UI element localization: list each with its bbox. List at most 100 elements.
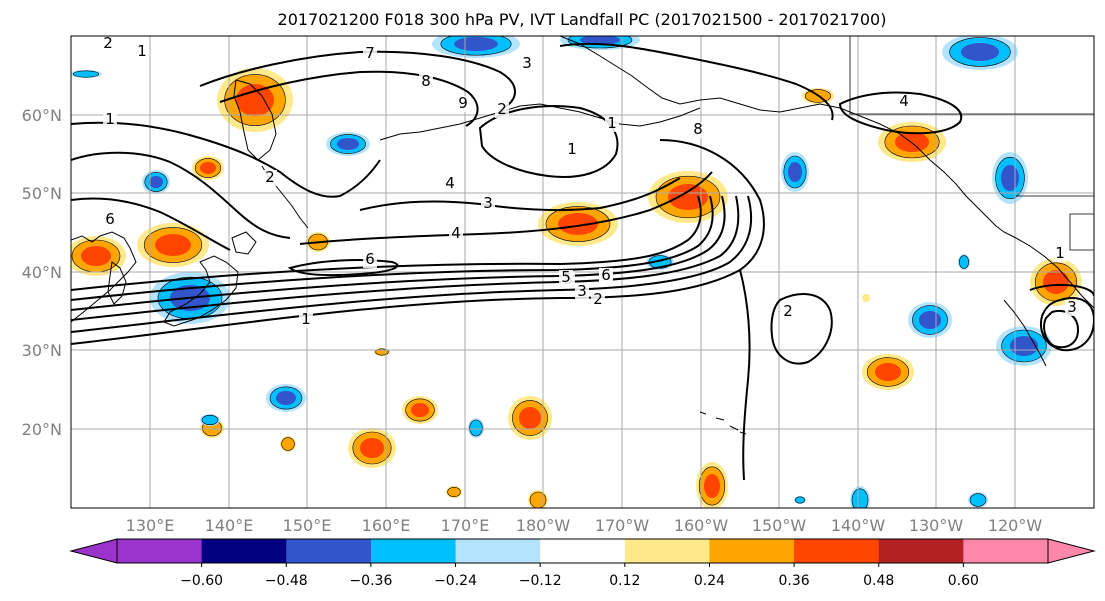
contour-label-bg [443, 176, 457, 192]
contour-label: 2 [265, 168, 275, 186]
contour-label-bg [481, 196, 495, 212]
anomaly-shade-level [919, 311, 941, 329]
colorbar [69, 538, 1096, 564]
anomaly-shade-level [276, 391, 296, 405]
anomaly-shade-level [411, 403, 429, 417]
colorbar-tick-label: 0.36 [779, 573, 810, 589]
colorbar-segment [201, 539, 287, 563]
positive-anomaly-region [696, 462, 728, 508]
anomaly-shade-level [360, 438, 384, 458]
lat-tick-label: 60°N [22, 106, 62, 125]
pv-contour-6-closed [287, 259, 399, 277]
anomaly-shade-level [155, 234, 191, 256]
negative-anomaly-region [958, 254, 970, 270]
colorbar-tick-label: −0.24 [434, 573, 477, 589]
contour-label-bg [103, 112, 117, 128]
contour-label-bg [495, 102, 509, 118]
lon-tick-label: 180°W [516, 516, 571, 535]
lon-tick-label: 170°W [595, 516, 650, 535]
pv-contour-4-ridge [299, 171, 713, 245]
contour-label-bg [605, 116, 619, 132]
lon-tick-label: 140°W [831, 516, 886, 535]
alaska-coastline [559, 36, 1094, 309]
negative-anomaly-region [908, 302, 952, 338]
pv-contour-nw-wave [71, 151, 291, 239]
anomaly-shade-level [447, 486, 461, 498]
coastlines [71, 36, 1094, 435]
contour-label-bg [575, 284, 589, 300]
contour-label: 1 [1055, 244, 1065, 262]
contour-label-bg [101, 36, 115, 52]
lon-tick-label: 130°W [909, 516, 964, 535]
lon-tick-label: 170°E [441, 516, 490, 535]
pv-contour-2 [71, 195, 753, 333]
contour-label: 1 [567, 140, 577, 158]
anomaly-shade-level [281, 437, 295, 451]
pv-contour-nw-wave-2 [71, 197, 231, 251]
contour-label: 1 [301, 310, 311, 328]
colorbar-outline [116, 538, 1049, 564]
lon-tick-label: 140°E [205, 516, 254, 535]
pv-contour-6 [71, 195, 702, 291]
negative-anomaly-region [142, 170, 170, 194]
lat-tick-label: 20°N [22, 420, 62, 439]
aleutian-islands [379, 103, 701, 141]
positive-anomaly-region [402, 396, 438, 424]
pv-contour-1-south [71, 139, 765, 345]
positive-anomaly-region [192, 156, 224, 180]
pv-contour-1-north [71, 121, 381, 198]
korea-coastline [107, 261, 127, 305]
colorbar-min-extend [69, 538, 118, 564]
negative-anomaly-region [850, 486, 870, 508]
anomaly-shade-level [875, 363, 901, 381]
contour-label-bg [1065, 300, 1079, 316]
map-panel: 2178935681121643465326241231 [71, 36, 1094, 508]
contour-label-bg [565, 142, 579, 158]
anomaly-shade-level [851, 488, 869, 508]
anomaly-shade-level [895, 132, 929, 152]
colorbar-tick-label: −0.12 [519, 573, 562, 589]
colorbar-segment [540, 539, 626, 563]
positive-anomaly-region [71, 236, 126, 276]
positive-anomaly-region [137, 223, 209, 267]
colorbar-tick-label: 0.48 [863, 573, 894, 589]
anomaly-shade-level [794, 496, 806, 504]
contour-label: 6 [365, 250, 375, 268]
colorbar-segment [117, 539, 203, 563]
anomaly-shade-level [201, 414, 219, 426]
anomaly-shade-level [558, 213, 598, 235]
pv-contour-ridge-upper [199, 50, 516, 111]
colorbar-tick-labels: −0.60 −0.48 −0.36 −0.24 −0.12 0.12 0.24 0.36 0.4… [180, 563, 979, 589]
positive-anomaly-region [374, 348, 390, 356]
contour-label-bg [599, 268, 613, 284]
contour-label: 4 [451, 224, 461, 242]
contour-label: 8 [421, 72, 431, 90]
anomaly-shade-level [81, 246, 111, 266]
anomaly-shade-level [149, 176, 163, 188]
lon-tick-label: 120°W [988, 516, 1043, 535]
anomaly-shade-level [704, 474, 720, 498]
contour-label: 3 [522, 54, 532, 72]
lon-tick-label: 150°W [752, 516, 807, 535]
colorbar-tick-label: −0.60 [180, 573, 223, 589]
contour-label-bg [135, 44, 149, 60]
contour-label-bg [456, 96, 470, 112]
positive-anomaly-region [862, 294, 870, 302]
baja-coastline [1003, 299, 1047, 367]
lon-tick-label: 150°E [283, 516, 332, 535]
pv-contour-2-cutoff [770, 293, 833, 365]
contour-label-bg [363, 46, 377, 62]
contour-label: 9 [458, 94, 468, 112]
contour-label: 2 [783, 302, 793, 320]
latitude-tick-labels: 60°N 50°N 40°N 30°N 20°N [22, 106, 62, 439]
negative-anomaly-region [71, 70, 102, 78]
japan-coastline [163, 255, 239, 327]
lat-tick-label: 40°N [22, 263, 62, 282]
contour-label-bg [691, 122, 705, 138]
negative-anomaly-region [942, 36, 1018, 70]
negative-anomaly-region [326, 132, 370, 156]
anomaly-shade-level [958, 255, 970, 269]
positive-anomaly-region [446, 486, 462, 498]
colorbar-segment [794, 539, 880, 563]
contour-label-bg [299, 312, 313, 328]
